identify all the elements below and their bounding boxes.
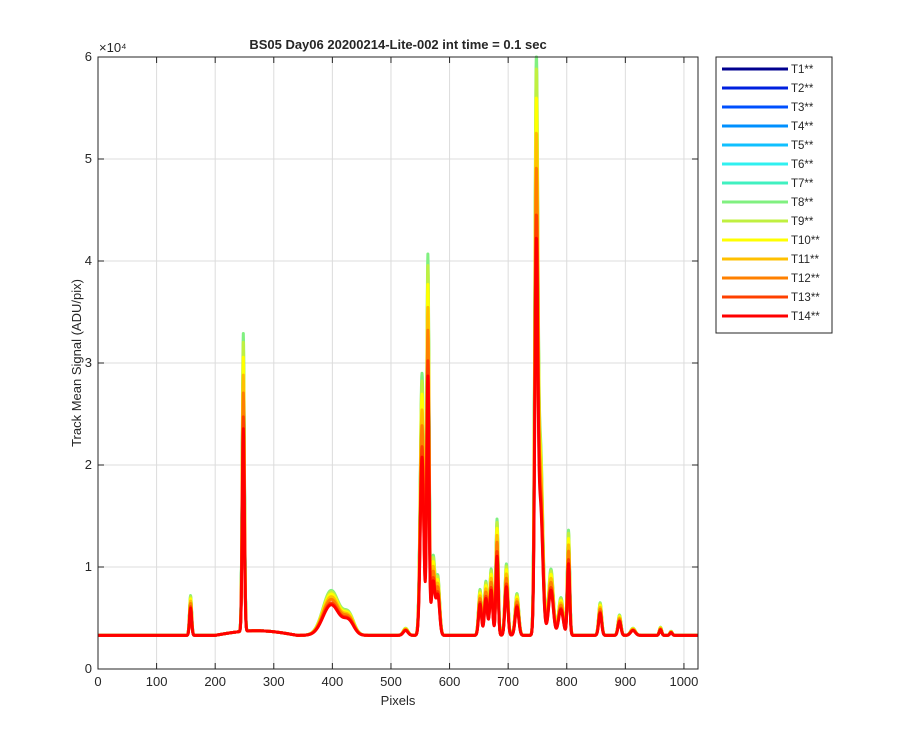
legend-label: T11** [791,254,819,266]
y-tick-label: 1 [85,559,92,574]
legend-box [715,56,833,334]
legend-label: T9** [791,216,814,228]
y-tick-label: 0 [85,661,92,676]
axis-ticks: 0 100 200 300 400 500 600 700 800 900 1000 0 1 2 3 4 5 6 [85,49,699,689]
x-tick-label: 900 [614,674,636,689]
legend: T1** T2** T3** T4** T5** T6** T7** T8** T9** T10*… [715,56,833,334]
legend-label: T12** [791,273,820,285]
x-tick-label: 800 [556,674,578,689]
x-tick-label: 700 [497,674,519,689]
y-tick-label: 3 [85,355,92,370]
legend-label: T5** [791,140,814,152]
y-axis-label: Track Mean Signal (ADU/pix) [69,279,84,447]
legend-label: T4** [791,121,814,133]
x-tick-label: 300 [263,674,285,689]
x-axis-label: Pixels [381,693,416,708]
legend-label: T7** [791,178,814,190]
legend-label: T2** [791,83,814,95]
y-axis-exponent: ×10⁴ [99,40,127,55]
y-tick-label: 5 [85,151,92,166]
x-tick-label: 400 [322,674,344,689]
legend-label: T13** [791,292,820,304]
chart-title: BS05 Day06 20200214-Lite-002 int time = … [249,37,546,52]
series-line-T14 [96,236,700,637]
x-tick-label: 200 [204,674,226,689]
legend-label: T8** [791,197,814,209]
x-tick-label: 1000 [669,674,698,689]
x-tick-label: 600 [439,674,461,689]
legend-label: T3** [791,102,814,114]
x-tick-label: 100 [146,674,168,689]
legend-label: T14** [791,311,820,323]
y-tick-label: 6 [85,49,92,64]
series-lines [96,55,700,637]
legend-label: T6** [791,159,814,171]
y-tick-label: 4 [85,253,92,268]
legend-label: T1** [791,64,814,76]
legend-label: T10** [791,235,820,247]
y-tick-label: 2 [85,457,92,472]
x-tick-label: 500 [380,674,402,689]
x-tick-label: 0 [94,674,101,689]
